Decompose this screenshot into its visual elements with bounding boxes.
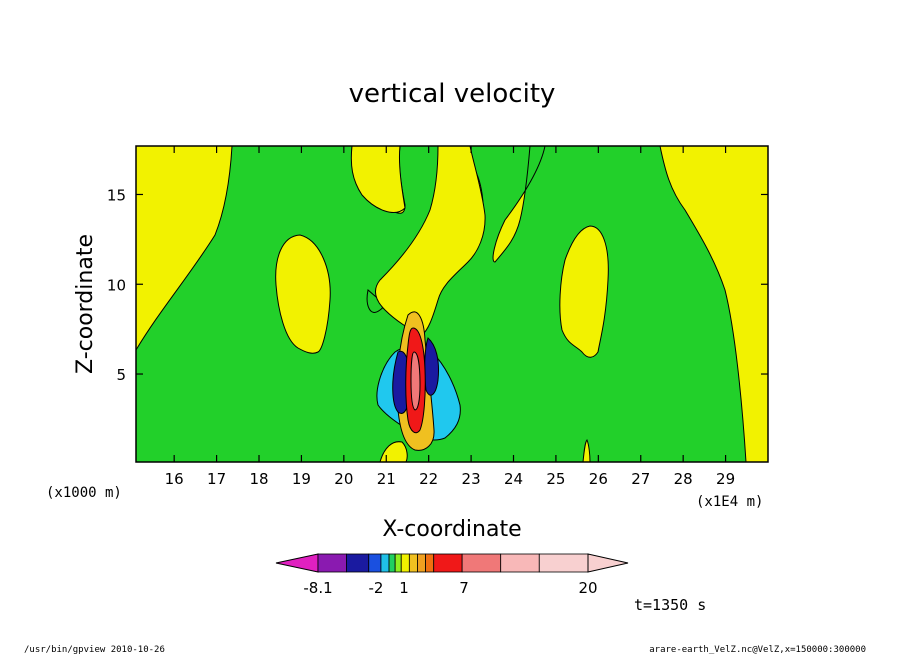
x-tick-label: 20	[334, 470, 353, 488]
colorbar-labels: -8.1 -2 1 7 20	[303, 579, 597, 597]
colorbar-bin	[394, 553, 402, 573]
colorbar-bin	[400, 553, 410, 573]
x-axis-ticks: 16 17 18 19 20 21 22 23 24 25 26 27 28 29	[165, 146, 735, 488]
plot-frame	[135, 145, 769, 463]
colorbar-label-2: 1	[399, 579, 409, 597]
x-tick-label: 22	[419, 470, 438, 488]
y-axis-ticks: 5 10 15	[107, 186, 768, 384]
x-tick-label: 28	[674, 470, 693, 488]
x-tick-label: 26	[589, 470, 608, 488]
x-axis-units: (x1E4 m)	[696, 494, 763, 510]
x-tick-label: 17	[207, 470, 226, 488]
colorbar-bin	[408, 553, 418, 573]
colorbar-bin	[538, 553, 589, 573]
colorbar-bin	[461, 553, 502, 573]
colorbar-label-3: 7	[459, 579, 469, 597]
x-tick-label: 25	[546, 470, 565, 488]
x-tick-label: 23	[462, 470, 481, 488]
colorbar-label-1: -2	[369, 579, 384, 597]
chart-title: vertical velocity	[349, 79, 556, 109]
colorbar-bin	[346, 553, 370, 573]
colorbar-bin	[417, 553, 426, 573]
colorbar	[275, 553, 629, 573]
contour-yellow-lobe-right	[559, 225, 609, 358]
contour-yellow-upper-center	[350, 146, 406, 213]
x-tick-label: 29	[716, 470, 735, 488]
x-tick-label: 16	[165, 470, 184, 488]
colorbar-label-0: -8.1	[303, 579, 332, 597]
colorbar-bin	[388, 553, 396, 573]
y-tick-label: 10	[107, 276, 126, 294]
x-tick-label: 24	[504, 470, 523, 488]
time-label: t=1350 s	[634, 596, 706, 614]
contour-yellow-bottom-spike	[582, 439, 591, 462]
x-tick-label: 18	[249, 470, 268, 488]
plot-area: 16 17 18 19 20 21 22 23 24 25 26 27 28 29 5 10 15	[107, 145, 769, 488]
colorbar-arrow-low	[275, 553, 319, 573]
footer-right: arare-earth_VelZ.nc@VelZ,x=150000:300000	[649, 645, 866, 654]
colorbar-bin	[380, 553, 390, 573]
contour-yellow-lobe-left	[275, 234, 331, 354]
colorbar-arrow-high	[587, 553, 629, 573]
x-tick-label: 27	[631, 470, 650, 488]
x-tick-label: 21	[377, 470, 396, 488]
colorbar-bin	[368, 553, 382, 573]
colorbar-bin	[425, 553, 435, 573]
contour-pink-core	[410, 351, 421, 411]
y-tick-label: 5	[116, 366, 126, 384]
y-tick-label: 15	[107, 186, 126, 204]
x-axis-label: X-coordinate	[382, 517, 521, 542]
colorbar-bin	[500, 553, 540, 573]
y-axis-units: (x1000 m)	[46, 485, 122, 501]
y-axis-label: Z-coordinate	[73, 234, 98, 374]
footer-left: /usr/bin/gpview 2010-10-26	[24, 645, 165, 654]
colorbar-bin	[433, 553, 463, 573]
x-tick-label: 19	[292, 470, 311, 488]
colorbar-bin	[317, 553, 347, 573]
colorbar-label-4: 20	[578, 579, 597, 597]
